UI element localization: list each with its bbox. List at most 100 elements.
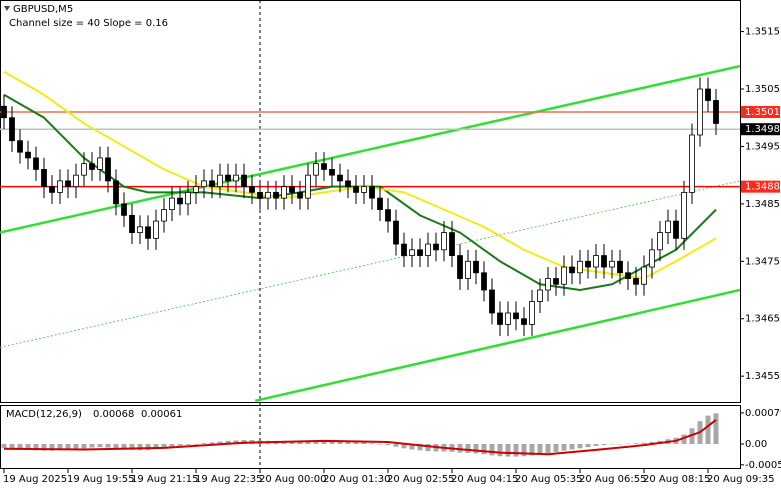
macd-bar — [41, 443, 47, 451]
candle-body — [649, 249, 655, 268]
y-tick-label: 1.3515 — [745, 27, 780, 38]
candle-body — [105, 157, 111, 182]
candle-body — [609, 260, 615, 268]
price-label-bg — [741, 180, 780, 193]
macd-bar — [401, 443, 407, 449]
candle-body — [577, 260, 583, 274]
x-tick-label: 20 Aug 01:30 — [323, 474, 390, 485]
y-tick-label: 1.3455 — [745, 371, 780, 382]
macd-bar — [513, 443, 519, 457]
macd-bar — [369, 443, 375, 444]
macd-bar — [417, 443, 423, 451]
symbol-icon — [4, 6, 10, 11]
macd-bar — [217, 441, 223, 444]
candle-body — [705, 88, 711, 101]
candle-body — [289, 186, 295, 193]
macd-bar — [233, 440, 239, 444]
candle-body — [689, 134, 695, 193]
macd-title: MACD(12,26,9) — [6, 409, 82, 420]
channel-line — [0, 180, 740, 348]
macd-bar — [561, 443, 567, 451]
candle-body — [593, 255, 599, 268]
price-label-bg — [741, 123, 780, 136]
macd-bar — [337, 440, 343, 444]
candle-body — [521, 318, 527, 325]
y-tick-label: 0.00079 — [745, 408, 781, 419]
x-tick-label: 20 Aug 02:55 — [387, 474, 454, 485]
candle-body — [161, 209, 167, 222]
x-tick-label: 20 Aug 00:00 — [259, 474, 326, 485]
macd-signal-value: 0.00061 — [141, 409, 182, 420]
candle-body — [89, 163, 95, 170]
candle-body — [201, 180, 207, 188]
y-tick-label: 0.00 — [745, 439, 767, 450]
macd-value: 0.00068 — [93, 409, 134, 420]
macd-bar — [129, 443, 135, 450]
candle-body — [497, 312, 503, 325]
candle-body — [137, 226, 143, 233]
macd-bar — [593, 443, 599, 446]
macd-bar — [577, 443, 583, 449]
candle-body — [265, 191, 271, 199]
x-tick-label: 19 Aug 19:55 — [67, 474, 134, 485]
candle-body — [601, 255, 607, 268]
macd-bar — [169, 443, 175, 447]
macd-bar — [289, 442, 295, 444]
macd-bar — [137, 443, 143, 451]
macd-bar — [585, 443, 591, 448]
candle-body — [281, 186, 287, 199]
macd-bar — [305, 441, 311, 444]
candle-body — [353, 186, 359, 193]
candle-body — [665, 220, 671, 233]
candle-body — [657, 232, 663, 251]
macd-bar — [361, 442, 367, 444]
candle-body — [505, 312, 511, 325]
macd-bar — [1, 443, 7, 448]
macd-bar — [345, 441, 351, 444]
candle-body — [713, 100, 719, 124]
candle-body — [129, 214, 135, 233]
macd-bar — [25, 443, 31, 450]
macd-bar — [633, 443, 639, 444]
macd-bar — [321, 440, 327, 444]
macd-bar — [313, 440, 319, 444]
chart-subtitle: Channel size = 40 Slope = 0.16 — [9, 18, 168, 29]
candle-body — [113, 180, 119, 205]
main-plot — [0, 64, 740, 402]
macd-bar — [409, 443, 415, 450]
x-tick-label: 20 Aug 09:35 — [707, 474, 774, 485]
macd-bar — [225, 440, 231, 444]
macd-bar — [329, 440, 335, 444]
macd-bar — [649, 442, 655, 444]
candle-body — [153, 220, 159, 239]
candle-body — [1, 105, 7, 119]
macd-bar — [9, 443, 15, 449]
candle-body — [81, 163, 87, 176]
candle-body — [41, 169, 47, 188]
chart-title: GBPUSD,M5 — [13, 4, 73, 15]
macd-bar — [465, 443, 471, 454]
candle-body — [145, 226, 151, 239]
candle-body — [569, 266, 575, 274]
macd-bar — [537, 443, 543, 455]
macd-bar — [569, 443, 575, 450]
candle-body — [257, 191, 263, 199]
candle-body — [473, 260, 479, 274]
x-tick-label: 20 Aug 05:35 — [515, 474, 582, 485]
candle-body — [17, 140, 23, 153]
macd-bar — [521, 443, 527, 457]
candle-body — [177, 197, 183, 205]
candle-body — [49, 186, 55, 193]
candle-body — [553, 278, 559, 285]
candle-body — [241, 174, 247, 188]
macd-bar — [353, 441, 359, 444]
candle-body — [329, 169, 335, 176]
macd-bar — [617, 443, 623, 445]
candle-body — [697, 88, 703, 136]
macd-bar — [393, 443, 399, 447]
y-tick-label: 1.3475 — [745, 256, 780, 267]
candle-body — [529, 301, 535, 325]
macd-bar — [497, 443, 503, 457]
